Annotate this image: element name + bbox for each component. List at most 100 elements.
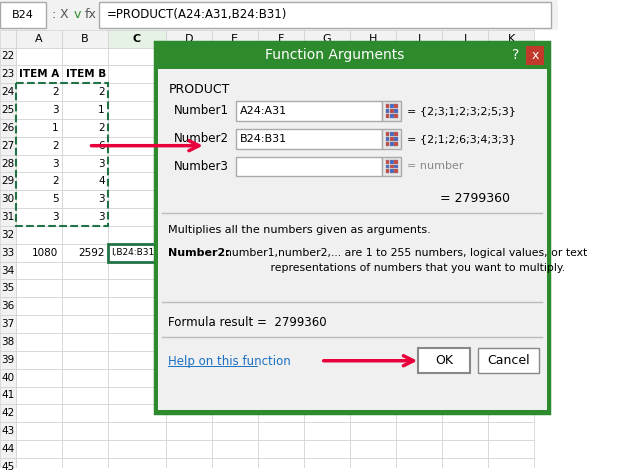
FancyBboxPatch shape <box>212 30 258 48</box>
FancyBboxPatch shape <box>304 244 350 261</box>
FancyBboxPatch shape <box>0 119 16 137</box>
FancyBboxPatch shape <box>62 351 108 369</box>
FancyBboxPatch shape <box>16 333 62 351</box>
FancyBboxPatch shape <box>258 297 304 315</box>
Text: v: v <box>74 8 81 21</box>
FancyBboxPatch shape <box>396 369 442 387</box>
FancyBboxPatch shape <box>16 458 62 472</box>
FancyBboxPatch shape <box>16 137 62 155</box>
FancyBboxPatch shape <box>62 155 108 172</box>
Text: K: K <box>508 34 515 43</box>
Text: 26: 26 <box>1 123 14 133</box>
FancyBboxPatch shape <box>386 165 389 169</box>
FancyBboxPatch shape <box>0 172 16 190</box>
FancyBboxPatch shape <box>236 101 382 121</box>
Text: 33: 33 <box>1 248 14 258</box>
FancyBboxPatch shape <box>0 244 16 261</box>
FancyBboxPatch shape <box>212 458 258 472</box>
Text: Formula result =  2799360: Formula result = 2799360 <box>168 316 327 329</box>
FancyBboxPatch shape <box>386 160 389 163</box>
FancyBboxPatch shape <box>488 297 534 315</box>
FancyBboxPatch shape <box>390 104 394 108</box>
FancyBboxPatch shape <box>442 119 488 137</box>
FancyBboxPatch shape <box>108 405 166 422</box>
FancyBboxPatch shape <box>386 104 389 108</box>
FancyBboxPatch shape <box>396 30 442 48</box>
Text: Function Arguments: Function Arguments <box>265 49 404 62</box>
FancyBboxPatch shape <box>108 333 166 351</box>
FancyBboxPatch shape <box>166 387 212 405</box>
FancyBboxPatch shape <box>258 83 304 101</box>
FancyBboxPatch shape <box>350 422 396 440</box>
FancyBboxPatch shape <box>16 422 62 440</box>
FancyBboxPatch shape <box>350 48 396 66</box>
FancyBboxPatch shape <box>0 190 16 208</box>
FancyBboxPatch shape <box>350 119 396 137</box>
FancyBboxPatch shape <box>442 172 488 190</box>
Text: I: I <box>418 34 421 43</box>
FancyBboxPatch shape <box>442 279 488 297</box>
FancyBboxPatch shape <box>527 46 544 66</box>
FancyBboxPatch shape <box>396 422 442 440</box>
FancyBboxPatch shape <box>382 157 401 177</box>
FancyBboxPatch shape <box>350 297 396 315</box>
FancyBboxPatch shape <box>390 160 394 163</box>
FancyBboxPatch shape <box>166 119 212 137</box>
FancyBboxPatch shape <box>442 405 488 422</box>
FancyBboxPatch shape <box>62 190 108 208</box>
FancyBboxPatch shape <box>394 132 398 136</box>
FancyBboxPatch shape <box>108 261 166 279</box>
Text: B24: B24 <box>12 10 34 20</box>
FancyBboxPatch shape <box>212 422 258 440</box>
FancyBboxPatch shape <box>108 48 166 66</box>
FancyBboxPatch shape <box>166 261 212 279</box>
FancyBboxPatch shape <box>62 119 108 137</box>
FancyBboxPatch shape <box>396 155 442 172</box>
FancyBboxPatch shape <box>390 169 394 173</box>
FancyBboxPatch shape <box>488 458 534 472</box>
Text: J: J <box>464 34 467 43</box>
FancyBboxPatch shape <box>108 208 166 226</box>
FancyBboxPatch shape <box>442 315 488 333</box>
FancyBboxPatch shape <box>108 315 166 333</box>
FancyBboxPatch shape <box>258 279 304 297</box>
FancyBboxPatch shape <box>258 333 304 351</box>
FancyBboxPatch shape <box>16 405 62 422</box>
FancyBboxPatch shape <box>442 137 488 155</box>
FancyBboxPatch shape <box>386 142 389 146</box>
Text: Multiplies all the numbers given as arguments.: Multiplies all the numbers given as argu… <box>168 225 431 235</box>
FancyBboxPatch shape <box>258 261 304 279</box>
Text: 3: 3 <box>98 212 105 222</box>
FancyBboxPatch shape <box>212 208 258 226</box>
FancyBboxPatch shape <box>350 369 396 387</box>
FancyBboxPatch shape <box>396 387 442 405</box>
FancyBboxPatch shape <box>16 30 62 48</box>
FancyBboxPatch shape <box>394 137 398 141</box>
Text: 2592: 2592 <box>78 248 105 258</box>
Text: 3: 3 <box>98 194 105 204</box>
FancyBboxPatch shape <box>442 422 488 440</box>
FancyBboxPatch shape <box>62 226 108 244</box>
FancyBboxPatch shape <box>488 66 534 83</box>
FancyBboxPatch shape <box>386 137 389 141</box>
Text: C: C <box>133 34 141 43</box>
FancyBboxPatch shape <box>350 83 396 101</box>
FancyBboxPatch shape <box>0 137 16 155</box>
FancyBboxPatch shape <box>442 101 488 119</box>
FancyBboxPatch shape <box>258 172 304 190</box>
FancyBboxPatch shape <box>394 109 398 113</box>
FancyBboxPatch shape <box>394 142 398 146</box>
FancyBboxPatch shape <box>166 333 212 351</box>
FancyBboxPatch shape <box>442 333 488 351</box>
FancyBboxPatch shape <box>166 155 212 172</box>
FancyBboxPatch shape <box>258 155 304 172</box>
FancyBboxPatch shape <box>62 261 108 279</box>
FancyBboxPatch shape <box>442 30 488 48</box>
FancyBboxPatch shape <box>396 333 442 351</box>
FancyBboxPatch shape <box>0 458 16 472</box>
FancyBboxPatch shape <box>108 83 166 101</box>
Text: 3: 3 <box>52 159 59 169</box>
FancyBboxPatch shape <box>442 226 488 244</box>
FancyBboxPatch shape <box>108 244 166 261</box>
Text: G: G <box>323 34 331 43</box>
